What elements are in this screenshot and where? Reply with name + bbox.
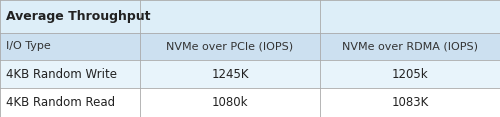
FancyBboxPatch shape: [320, 88, 500, 117]
FancyBboxPatch shape: [0, 88, 140, 117]
FancyBboxPatch shape: [320, 33, 500, 60]
FancyBboxPatch shape: [140, 88, 320, 117]
Text: 4KB Random Write: 4KB Random Write: [6, 68, 117, 80]
FancyBboxPatch shape: [320, 60, 500, 88]
Text: I/O Type: I/O Type: [6, 41, 51, 51]
FancyBboxPatch shape: [140, 33, 320, 60]
Text: NVMe over PCIe (IOPS): NVMe over PCIe (IOPS): [166, 41, 294, 51]
Text: 1205k: 1205k: [392, 68, 428, 80]
Text: 1080k: 1080k: [212, 96, 248, 109]
FancyBboxPatch shape: [0, 33, 140, 60]
FancyBboxPatch shape: [0, 0, 500, 33]
FancyBboxPatch shape: [140, 60, 320, 88]
Text: 1245K: 1245K: [211, 68, 249, 80]
Text: NVMe over RDMA (IOPS): NVMe over RDMA (IOPS): [342, 41, 478, 51]
Text: Average Throughput: Average Throughput: [6, 10, 150, 23]
Text: 4KB Random Read: 4KB Random Read: [6, 96, 115, 109]
FancyBboxPatch shape: [0, 60, 140, 88]
Text: 1083K: 1083K: [392, 96, 428, 109]
